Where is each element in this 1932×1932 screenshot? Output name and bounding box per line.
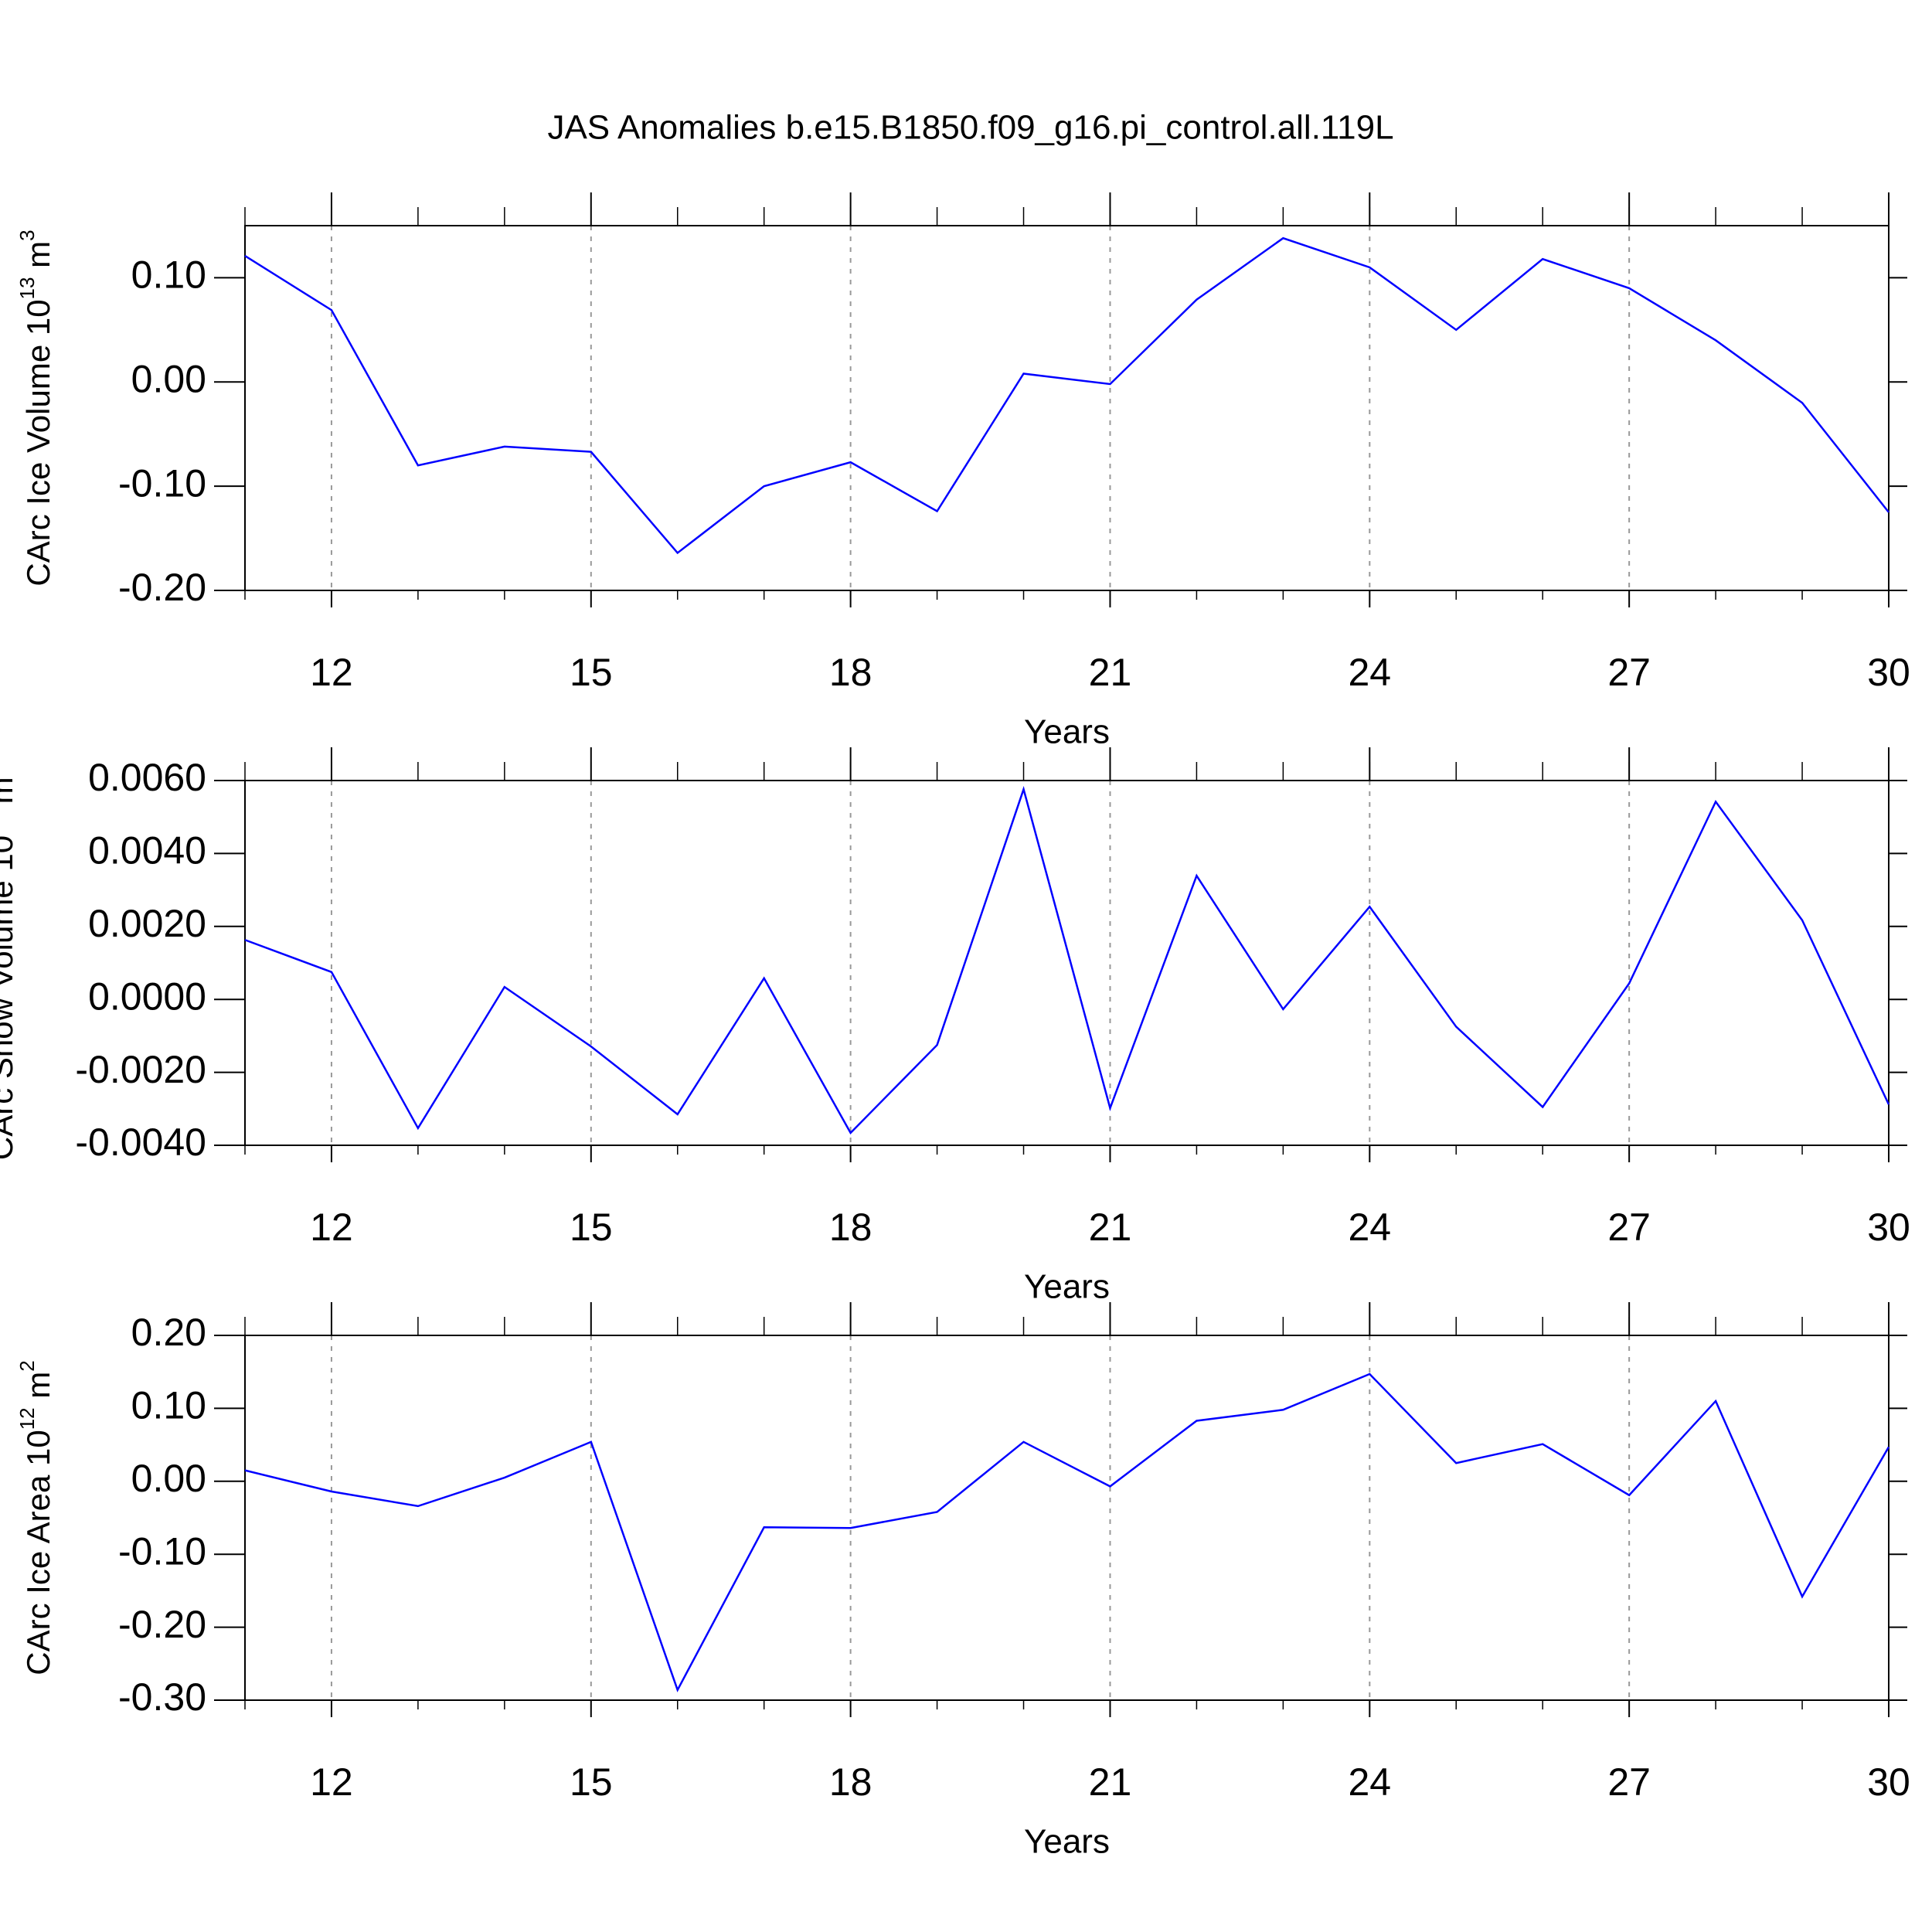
y-tick-label: -0.0040: [75, 1121, 206, 1164]
y-axis-label: CArc Snow Volume 1013 m3: [0, 766, 19, 1160]
y-tick-label: -0.30: [118, 1675, 206, 1719]
x-tick-label: 24: [1349, 1206, 1392, 1249]
y-axis-label-superscript: 3: [15, 230, 39, 240]
y-axis-label: CArc Ice Area 1012 m2: [15, 1360, 56, 1675]
y-axis-label-part: m: [0, 777, 19, 813]
plot-frame: [244, 1335, 1889, 1701]
x-tick-label: 18: [829, 1760, 872, 1804]
y-tick-label: 0.00: [131, 357, 206, 400]
x-tick-label: 12: [310, 651, 353, 694]
x-tick-label: 24: [1349, 1760, 1392, 1804]
y-axis-label-superscript: 13: [0, 813, 2, 835]
y-axis-label-superscript: 12: [15, 1407, 39, 1430]
data-line: [244, 236, 1889, 555]
plot-frame: [244, 780, 1889, 1146]
x-tick-label: 27: [1607, 651, 1651, 694]
y-tick-label: -0.10: [118, 461, 206, 505]
x-tick-label: 27: [1607, 1760, 1651, 1804]
y-axis-label: CArc Ice Volume 1013 m3: [15, 230, 56, 586]
y-tick-label: 0.0020: [88, 902, 206, 945]
x-tick-label: 12: [310, 1760, 353, 1804]
x-tick-label: 21: [1089, 1760, 1132, 1804]
x-tick-label: 24: [1349, 651, 1392, 694]
y-axis-label-superscript: 13: [15, 277, 39, 300]
y-tick-label: 0.20: [131, 1311, 206, 1354]
y-axis-label-part: m: [20, 241, 56, 277]
x-tick-label: 30: [1867, 1206, 1910, 1249]
y-axis-label-part: CArc Ice Area 10: [20, 1430, 56, 1675]
x-tick-label: 30: [1867, 651, 1910, 694]
x-tick-label: 21: [1089, 1206, 1132, 1249]
y-tick-label: 0.10: [131, 253, 206, 297]
figure-title: JAS Anomalies b.e15.B1850.f09_g16.pi_con…: [547, 109, 1393, 147]
x-tick-label: 30: [1867, 1760, 1910, 1804]
plot-frame: [244, 225, 1889, 591]
x-axis-label: Years: [1024, 713, 1110, 751]
y-tick-label: 0.00: [131, 1457, 206, 1500]
y-tick-label: 0.10: [131, 1384, 206, 1427]
x-tick-label: 27: [1607, 1206, 1651, 1249]
x-tick-label: 18: [829, 1206, 872, 1249]
y-axis-label-part: CArc Snow Volume 10: [0, 835, 19, 1160]
y-axis-label-superscript: 2: [15, 1360, 39, 1371]
x-tick-label: 18: [829, 651, 872, 694]
y-tick-label: 0.0000: [88, 975, 206, 1018]
x-tick-label: 15: [570, 1760, 613, 1804]
x-tick-label: 15: [570, 651, 613, 694]
data-line: [244, 786, 1890, 1135]
x-tick-label: 21: [1089, 651, 1132, 694]
y-axis-label-part: m: [20, 1372, 56, 1408]
y-axis-label-superscript: 3: [0, 766, 2, 777]
y-tick-label: -0.10: [118, 1529, 206, 1573]
x-axis-label: Years: [1024, 1823, 1110, 1861]
y-axis-label-part: CArc Ice Volume 10: [20, 299, 56, 586]
x-tick-label: 12: [310, 1206, 353, 1249]
y-tick-label: -0.0020: [75, 1048, 206, 1091]
y-tick-label: 0.0040: [88, 829, 206, 872]
y-tick-label: -0.20: [118, 566, 206, 609]
x-axis-label: Years: [1024, 1268, 1110, 1306]
y-tick-label: -0.20: [118, 1603, 206, 1646]
data-line: [244, 1372, 1890, 1692]
x-tick-label: 15: [570, 1206, 613, 1249]
y-tick-label: 0.0060: [88, 756, 206, 799]
